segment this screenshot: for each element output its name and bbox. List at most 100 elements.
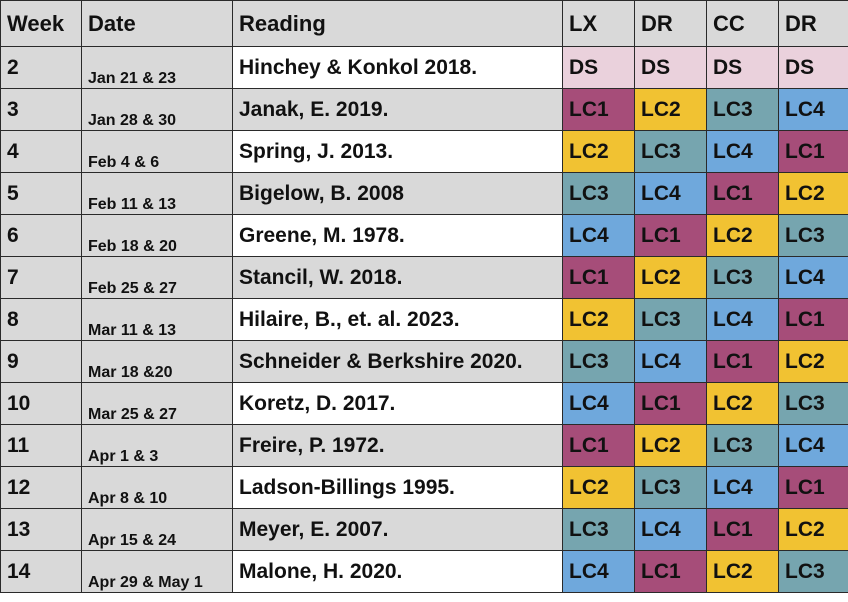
- group-assignment-cell: LC2: [706, 214, 779, 257]
- date-cell: Feb 25 & 27: [81, 256, 233, 299]
- reading-cell: Ladson-Billings 1995.: [232, 466, 563, 509]
- group-assignment-cell: LC4: [706, 130, 779, 173]
- group-assignment-cell: LC2: [706, 382, 779, 425]
- group-assignment-cell: LC1: [562, 424, 635, 467]
- group-assignment-cell: LC1: [634, 214, 707, 257]
- group-assignment-cell: LC3: [706, 256, 779, 299]
- group-assignment-cell: LC1: [706, 508, 779, 551]
- table-row: 9 Mar 18 &20 Schneider & Berkshire 2020. LC…: [0, 340, 848, 383]
- table-row: 11 Apr 1 & 3 Freire, P. 1972. LC1 LC2 LC3 LC4: [0, 424, 848, 467]
- date-cell: Mar 18 &20: [81, 340, 233, 383]
- group-assignment-cell: LC2: [634, 88, 707, 131]
- group-assignment-cell: LC2: [634, 256, 707, 299]
- reading-cell: Schneider & Berkshire 2020.: [232, 340, 563, 383]
- header-date: Date: [81, 0, 233, 47]
- group-assignment-cell: LC2: [778, 172, 848, 215]
- group-assignment-cell: LC1: [706, 340, 779, 383]
- week-cell: 14: [0, 550, 82, 593]
- week-cell: 10: [0, 382, 82, 425]
- group-assignment-cell: LC4: [778, 256, 848, 299]
- header-group-cc: CC: [706, 0, 779, 47]
- reading-cell: Koretz, D. 2017.: [232, 382, 563, 425]
- date-cell: Feb 11 & 13: [81, 172, 233, 215]
- group-assignment-cell: LC3: [706, 88, 779, 131]
- week-cell: 5: [0, 172, 82, 215]
- date-cell: Mar 25 & 27: [81, 382, 233, 425]
- header-reading: Reading: [232, 0, 563, 47]
- date-cell: Apr 15 & 24: [81, 508, 233, 551]
- reading-cell: Stancil, W. 2018.: [232, 256, 563, 299]
- group-assignment-cell: LC3: [778, 214, 848, 257]
- date-cell: Feb 18 & 20: [81, 214, 233, 257]
- date-cell: Mar 11 & 13: [81, 298, 233, 341]
- group-assignment-cell: DS: [706, 46, 779, 89]
- table-row: 8 Mar 11 & 13 Hilaire, B., et. al. 2023. LC…: [0, 298, 848, 341]
- group-assignment-cell: LC2: [562, 466, 635, 509]
- group-assignment-cell: LC3: [778, 550, 848, 593]
- group-assignment-cell: LC4: [562, 214, 635, 257]
- group-assignment-cell: LC2: [706, 550, 779, 593]
- date-cell: Jan 21 & 23: [81, 46, 233, 89]
- group-assignment-cell: LC4: [634, 172, 707, 215]
- reading-cell: Janak, E. 2019.: [232, 88, 563, 131]
- table-row: 14 Apr 29 & May 1 Malone, H. 2020. LC4 LC1 LC…: [0, 550, 848, 593]
- reading-cell: Hinchey & Konkol 2018.: [232, 46, 563, 89]
- week-cell: 6: [0, 214, 82, 257]
- reading-cell: Hilaire, B., et. al. 2023.: [232, 298, 563, 341]
- header-group-dr: DR: [634, 0, 707, 47]
- group-assignment-cell: LC3: [634, 298, 707, 341]
- date-cell: Apr 1 & 3: [81, 424, 233, 467]
- group-assignment-cell: LC1: [706, 172, 779, 215]
- group-assignment-cell: LC3: [562, 508, 635, 551]
- group-assignment-cell: LC4: [706, 466, 779, 509]
- table-row: 3 Jan 28 & 30 Janak, E. 2019. LC1 LC2 LC3 LC4: [0, 88, 848, 131]
- date-cell: Apr 29 & May 1: [81, 550, 233, 593]
- group-assignment-cell: LC3: [634, 466, 707, 509]
- reading-cell: Meyer, E. 2007.: [232, 508, 563, 551]
- group-assignment-cell: LC3: [562, 172, 635, 215]
- group-assignment-cell: LC1: [562, 256, 635, 299]
- group-assignment-cell: LC3: [778, 382, 848, 425]
- group-assignment-cell: LC4: [562, 382, 635, 425]
- group-assignment-cell: LC4: [778, 424, 848, 467]
- table-row: 12 Apr 8 & 10 Ladson-Billings 1995. LC2 LC3 L…: [0, 466, 848, 509]
- header-group-lx: LX: [562, 0, 635, 47]
- date-cell: Feb 4 & 6: [81, 130, 233, 173]
- header-week: Week: [0, 0, 82, 47]
- group-assignment-cell: LC1: [778, 298, 848, 341]
- week-cell: 12: [0, 466, 82, 509]
- week-cell: 13: [0, 508, 82, 551]
- group-assignment-cell: LC1: [634, 382, 707, 425]
- week-cell: 8: [0, 298, 82, 341]
- group-assignment-cell: DS: [634, 46, 707, 89]
- reading-cell: Greene, M. 1978.: [232, 214, 563, 257]
- group-assignment-cell: LC4: [634, 340, 707, 383]
- week-cell: 4: [0, 130, 82, 173]
- table-row: 5 Feb 11 & 13 Bigelow, B. 2008 LC3 LC4 LC1 LC2: [0, 172, 848, 215]
- date-cell: Jan 28 & 30: [81, 88, 233, 131]
- group-assignment-cell: LC2: [562, 298, 635, 341]
- header-group-dr-2: DR: [778, 0, 848, 47]
- group-assignment-cell: LC4: [562, 550, 635, 593]
- group-assignment-cell: LC2: [778, 508, 848, 551]
- group-assignment-cell: DS: [562, 46, 635, 89]
- week-cell: 3: [0, 88, 82, 131]
- reading-cell: Bigelow, B. 2008: [232, 172, 563, 215]
- group-assignment-cell: DS: [778, 46, 848, 89]
- group-assignment-cell: LC3: [562, 340, 635, 383]
- group-assignment-cell: LC4: [706, 298, 779, 341]
- table-row: 7 Feb 25 & 27 Stancil, W. 2018. LC1 LC2 LC3 LC…: [0, 256, 848, 299]
- week-cell: 2: [0, 46, 82, 89]
- header-row: Week Date Reading LX DR CC DR: [0, 0, 848, 47]
- date-cell: Apr 8 & 10: [81, 466, 233, 509]
- reading-cell: Freire, P. 1972.: [232, 424, 563, 467]
- group-assignment-cell: LC1: [562, 88, 635, 131]
- week-cell: 7: [0, 256, 82, 299]
- table-row: 2 Jan 21 & 23 Hinchey & Konkol 2018. DS DS DS…: [0, 46, 848, 89]
- group-assignment-cell: LC2: [634, 424, 707, 467]
- group-assignment-cell: LC2: [778, 340, 848, 383]
- table-row: 10 Mar 25 & 27 Koretz, D. 2017. LC4 LC1 LC2 LC…: [0, 382, 848, 425]
- table-row: 13 Apr 15 & 24 Meyer, E. 2007. LC3 LC4 LC1 LC2: [0, 508, 848, 551]
